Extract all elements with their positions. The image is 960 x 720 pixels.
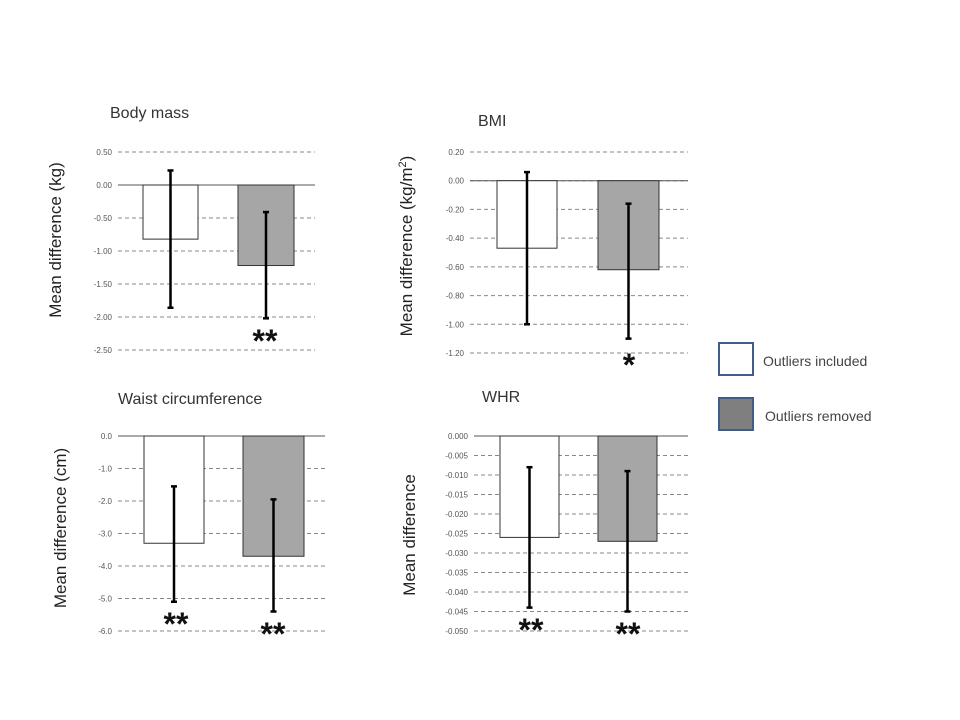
y-axis-label: Mean difference (400, 474, 419, 596)
y-tick-label: -0.60 (446, 263, 465, 272)
y-tick-label: -0.015 (445, 491, 468, 500)
y-tick-label: -1.20 (446, 349, 465, 358)
y-tick-label: -0.045 (445, 608, 468, 617)
y-tick-label: 0.00 (448, 177, 464, 186)
panel-title: Waist circumference (118, 391, 262, 408)
panel-title: Body mass (110, 105, 189, 122)
legend-swatch-removed (718, 397, 754, 431)
y-axis-label: Mean difference (kg/m2) (397, 156, 416, 337)
y-tick-label: -2.00 (94, 313, 113, 322)
significance-marker: ** (261, 616, 286, 652)
y-tick-label: -6.0 (98, 627, 112, 636)
y-tick-label: 0.20 (448, 148, 464, 157)
significance-marker: ** (616, 616, 641, 652)
y-tick-label: -4.0 (98, 562, 112, 571)
y-tick-label: -0.50 (94, 214, 113, 223)
panel-waist-circumference: 0.0 -1.0 -2.0 -3.0 -4.0 -5.0 -6.0 ** ** Waist cir… (51, 391, 325, 652)
y-tick-label: -0.030 (445, 549, 468, 558)
y-axis-label: Mean difference (cm) (51, 448, 70, 608)
y-tick-label: -1.00 (446, 320, 465, 329)
y-tick-label: -0.40 (446, 234, 465, 243)
y-tick-label: -5.0 (98, 595, 112, 604)
y-tick-label: -0.025 (445, 530, 468, 539)
legend: Outliers included Outliers removed (718, 342, 872, 431)
y-tick-label: -2.0 (98, 497, 112, 506)
y-tick-label: 0.00 (96, 181, 112, 190)
y-tick-label: 0.50 (96, 148, 112, 157)
y-axis-label: Mean difference (kg) (46, 162, 65, 318)
significance-marker: ** (519, 612, 544, 648)
y-tick-label: 0.0 (101, 432, 113, 441)
legend-swatch-included (718, 342, 754, 376)
y-tick-label: -1.00 (94, 247, 113, 256)
legend-label-included: Outliers included (763, 353, 867, 369)
y-tick-label: -2.50 (94, 346, 113, 355)
y-tick-label: -0.040 (445, 588, 468, 597)
y-tick-label: 0.000 (448, 432, 469, 441)
significance-marker: * (623, 347, 636, 383)
y-tick-label: -3.0 (98, 530, 112, 539)
panel-title: BMI (478, 113, 506, 130)
panel-body-mass: 0.50 0.00 -0.50 -1.00 -1.50 -2.00 -2.50 ** Body … (46, 105, 315, 359)
y-tick-label: -0.20 (446, 205, 465, 214)
y-tick-label: -0.80 (446, 292, 465, 301)
y-tick-label: -0.020 (445, 510, 468, 519)
y-tick-label: -0.050 (445, 627, 468, 636)
legend-label-removed: Outliers removed (765, 408, 872, 424)
y-tick-label: -1.0 (98, 465, 112, 474)
panel-title: WHR (482, 389, 520, 406)
panel-whr: 0.000 -0.005 -0.010 -0.015 -0.020 -0.025 -0.03… (400, 389, 688, 652)
y-tick-label: -0.035 (445, 569, 468, 578)
significance-marker: ** (164, 606, 189, 642)
y-tick-label: -0.005 (445, 452, 468, 461)
y-tick-label: -1.50 (94, 280, 113, 289)
panel-bmi: 0.20 0.00 -0.20 -0.40 -0.60 -0.80 -1.00 -1.20 * B… (397, 113, 688, 383)
y-tick-label: -0.010 (445, 471, 468, 480)
significance-marker: ** (253, 323, 278, 359)
